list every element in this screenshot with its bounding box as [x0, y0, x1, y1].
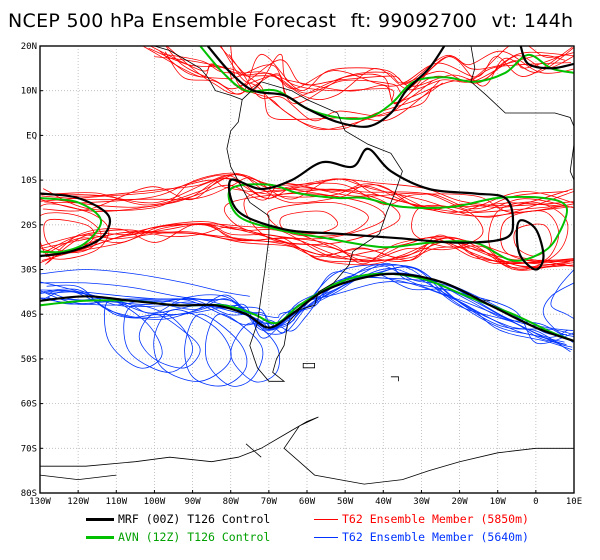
- longitude-label: 10E: [566, 497, 582, 507]
- legend-label-avn: AVN (12Z) T126 Control: [118, 530, 271, 544]
- latitude-label: 10S: [21, 176, 37, 186]
- plot-border: [39, 45, 575, 494]
- blue-member-contour: [46, 266, 567, 346]
- blue-member-contour: [205, 313, 264, 387]
- legend-label-mrf: MRF (00Z) T126 Control: [118, 512, 271, 526]
- latitude-label: 40S: [21, 310, 37, 320]
- mrf-control-contour: [40, 272, 574, 343]
- longitude-label: 130W: [29, 497, 51, 507]
- longitude-label: 20W: [451, 497, 468, 507]
- mrf-swatch: [86, 518, 114, 521]
- blue-member-contour: [550, 269, 574, 320]
- map-title: NCEP 500 hPa Ensemble Forecast ft: 99092…: [8, 10, 592, 40]
- blue-member-contour: [184, 313, 248, 387]
- longitude-labels: 130W 120W 110W 100W 90W 80W 70W 60W 50W 40W 30W 20W…: [29, 490, 582, 507]
- mrf-control-contour: [206, 46, 446, 128]
- red-member-contour: [220, 46, 443, 130]
- longitude-label: 60W: [299, 497, 316, 507]
- contour-layer: [40, 46, 574, 387]
- mrf-control-contour: [515, 219, 545, 271]
- longitude-label: 30W: [413, 497, 430, 507]
- valid-time: vt: 144h: [491, 10, 574, 32]
- latitude-label: 30S: [21, 266, 37, 276]
- red-member-contour: [164, 51, 574, 95]
- blue-member-contour: [40, 268, 565, 343]
- blue-member-contour: [40, 282, 216, 302]
- avn-swatch: [86, 536, 114, 539]
- blue-member-contour: [153, 309, 232, 382]
- latitude-label: EQ: [26, 131, 37, 141]
- coastline: [245, 443, 262, 458]
- legend: MRF (00Z) T126 Control AVN (12Z) T126 Co…: [0, 508, 600, 560]
- blue-member-contour: [40, 264, 574, 336]
- longitude-label: 40W: [375, 497, 392, 507]
- red-member-contour: [41, 173, 574, 207]
- latitude-label: 80S: [21, 489, 37, 499]
- blue-member-contour: [40, 263, 566, 345]
- red-member-contour: [42, 230, 570, 271]
- blue-member-contour: [40, 269, 250, 297]
- latitude-label: 60S: [21, 400, 37, 410]
- latitude-label: 20S: [21, 221, 37, 231]
- longitude-label: 70W: [261, 497, 278, 507]
- longitude-label: 110W: [105, 497, 127, 507]
- coastline: [40, 474, 117, 481]
- t62-5850-swatch: [314, 519, 338, 520]
- red-member-contour: [44, 174, 568, 210]
- red-member-contour: [40, 203, 110, 260]
- coastline: [569, 144, 574, 181]
- legend-item-avn: AVN (12Z) T126 Control: [86, 530, 270, 544]
- latitude-label: 20N: [21, 42, 37, 52]
- forecast-time: ft: 99092700: [350, 10, 478, 32]
- coastline-layer: [40, 46, 574, 485]
- red-member-contour: [40, 179, 574, 214]
- mrf-control-contour: [227, 147, 515, 244]
- ensemble-map: 20N 10N EQ 10S 20S 30S 40S 50S 60S 70S 80S 130W 120…: [21, 42, 582, 507]
- red-member-contour: [40, 212, 102, 254]
- red-member-contour: [488, 201, 569, 270]
- mrf-control-contour: [519, 46, 574, 70]
- longitude-label: 100W: [144, 497, 166, 507]
- red-member-contour: [500, 210, 560, 262]
- red-member-contour: [45, 223, 574, 263]
- coastline: [470, 46, 574, 127]
- blue-member-contour: [542, 282, 574, 337]
- t62-5640-swatch: [314, 537, 338, 538]
- longitude-label: 120W: [67, 497, 89, 507]
- blue-member-contour: [230, 322, 280, 383]
- avn-control-contour: [40, 197, 103, 254]
- longitude-label: 0: [533, 497, 538, 507]
- blue-member-contour: [123, 304, 194, 373]
- latitude-label: 50S: [21, 355, 37, 365]
- red-member-contour: [165, 46, 566, 90]
- mrf-control-contour: [40, 192, 112, 258]
- red-member-contour: [219, 46, 441, 122]
- coastline: [226, 81, 403, 382]
- legend-item-t62-5850: T62 Ensemble Member (5850m): [314, 512, 529, 526]
- red-member-contour: [42, 174, 574, 213]
- longitude-label: 90W: [184, 497, 201, 507]
- red-member-contour: [143, 46, 574, 104]
- coastline: [390, 376, 399, 382]
- latitude-labels: 20N 10N EQ 10S 20S 30S 40S 50S 60S 70S 80S: [21, 42, 43, 499]
- legend-item-mrf: MRF (00Z) T126 Control: [86, 512, 270, 526]
- longitude-label: 50W: [337, 497, 354, 507]
- longitude-label: 80W: [223, 497, 240, 507]
- legend-item-t62-5640: T62 Ensemble Member (5640m): [314, 530, 529, 544]
- avn-control-contour: [227, 183, 568, 262]
- latitude-label: 70S: [21, 444, 37, 454]
- legend-label-t62-5640: T62 Ensemble Member (5640m): [342, 530, 529, 544]
- longitude-label: 10W: [490, 497, 507, 507]
- red-member-contour: [228, 53, 433, 122]
- red-member-contour: [159, 46, 573, 105]
- latitude-label: 10N: [21, 87, 37, 97]
- blue-member-contour: [138, 313, 201, 369]
- blue-member-contour: [103, 300, 163, 369]
- legend-label-t62-5850: T62 Ensemble Member (5850m): [342, 512, 529, 526]
- red-member-contour: [42, 172, 573, 211]
- coastline: [40, 416, 574, 485]
- coastline: [302, 363, 315, 369]
- title-text: NCEP 500 hPa Ensemble Forecast: [8, 10, 337, 32]
- coastline: [154, 46, 243, 100]
